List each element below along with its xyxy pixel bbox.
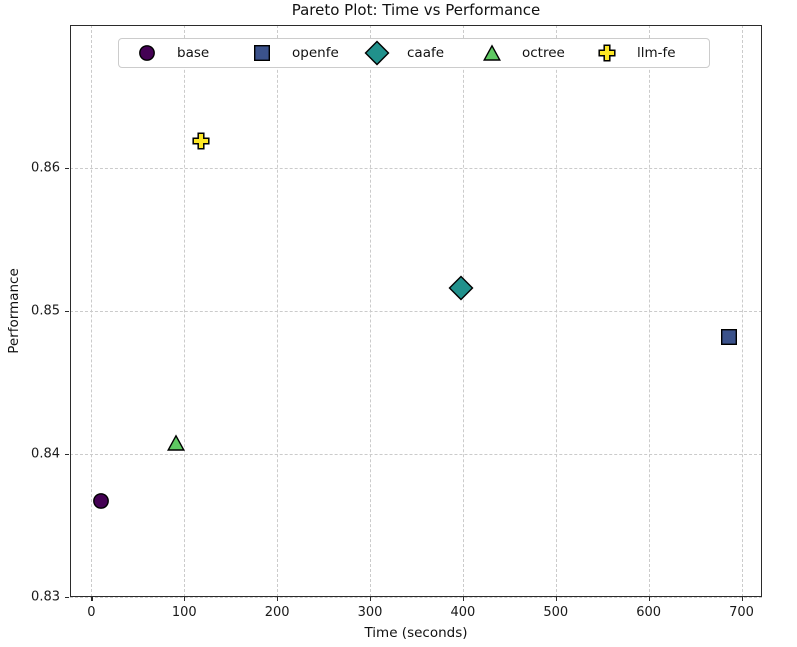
triangle-marker-icon (478, 44, 506, 62)
diamond-marker-icon (363, 40, 391, 66)
x-tick-label: 100 (171, 605, 197, 620)
legend-item-openfe: openfe (248, 44, 363, 62)
data-point-llm-fe (192, 132, 210, 150)
legend-label-base: base (177, 45, 210, 61)
x-tick-label: 200 (264, 605, 290, 620)
x-tick-mark (91, 597, 93, 601)
x-tick-mark (555, 597, 557, 601)
x-tick-label: 600 (636, 605, 662, 620)
chart-title: Pareto Plot: Time vs Performance (291, 1, 541, 19)
x-tick-label: 400 (450, 605, 476, 620)
y-tick-mark (65, 168, 69, 170)
legend-label-octree: octree (522, 45, 565, 61)
legend-item-llm-fe: llm-fe (593, 44, 676, 62)
legend: base openfe caafe octree llm-fe (118, 38, 710, 68)
legend-label-caafe: caafe (407, 45, 445, 61)
y-tick-label: 0.85 (31, 303, 60, 319)
y-tick-mark (65, 597, 69, 599)
circle-marker-icon (133, 44, 161, 62)
points-layer (70, 25, 762, 597)
x-tick-label: 700 (729, 605, 754, 620)
legend-label-openfe: openfe (292, 45, 339, 61)
x-tick-mark (184, 597, 186, 601)
gridline-y (70, 454, 762, 455)
gridline-y (70, 168, 762, 169)
data-point-caafe (448, 275, 474, 301)
x-tick-mark (277, 597, 279, 601)
square-marker-icon (248, 44, 276, 62)
plot-area: 0 100 200 300 400 500 600 700 0.83 0.84 0.85 0.86 b… (31, 25, 762, 621)
y-tick-label: 0.86 (31, 160, 60, 176)
gridline-y (70, 597, 762, 598)
x-tick-label: 0 (87, 605, 96, 620)
y-tick-mark (65, 311, 69, 313)
data-point-base (92, 492, 110, 510)
x-axis-label: Time (seconds) (364, 625, 468, 641)
x-tick-label: 300 (357, 605, 383, 620)
legend-label-llm-fe: llm-fe (637, 45, 676, 61)
y-tick-label: 0.84 (31, 446, 60, 462)
y-tick-mark (65, 454, 69, 456)
x-tick-mark (741, 597, 743, 601)
grid-layer (70, 25, 762, 598)
tick-layer: 0 100 200 300 400 500 600 700 0.83 0.84 0.85 0.86 (31, 25, 762, 621)
gridline-y (70, 311, 762, 312)
legend-item-base: base (133, 44, 248, 62)
x-tick-label: 500 (543, 605, 569, 620)
legend-item-caafe: caafe (363, 40, 478, 66)
data-point-openfe (720, 328, 738, 346)
plus-marker-icon (593, 44, 621, 62)
x-tick-mark (648, 597, 650, 601)
x-tick-mark (462, 597, 465, 601)
y-tick-label: 0.83 (31, 589, 60, 605)
data-point-octree (166, 433, 185, 452)
legend-item-octree: octree (478, 44, 593, 62)
x-tick-mark (370, 597, 372, 601)
y-axis-label: Performance (6, 268, 22, 354)
